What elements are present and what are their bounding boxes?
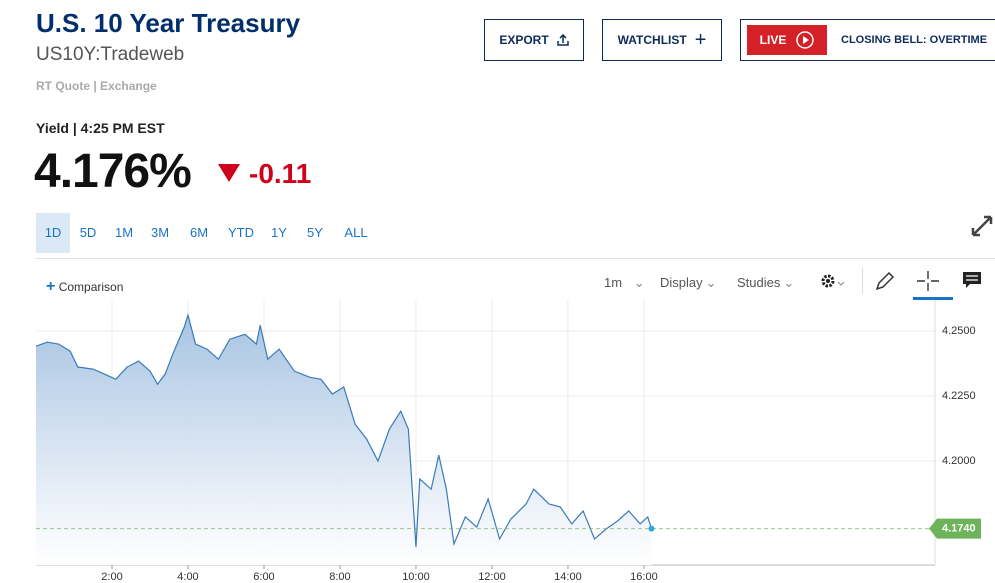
expand-icon[interactable]: [970, 214, 994, 238]
separator: [36, 258, 995, 259]
live-badge: LIVE: [747, 25, 827, 55]
plus-icon: +: [694, 28, 707, 51]
watchlist-button[interactable]: WATCHLIST +: [602, 19, 722, 61]
x-tick-label: 6:00: [253, 571, 274, 583]
range-tab[interactable]: ALL: [344, 225, 368, 240]
export-button[interactable]: EXPORT: [484, 19, 584, 61]
interval-label: 1m: [604, 275, 623, 290]
change: -0.11: [249, 158, 312, 189]
quote-time: Yield | 4:25 PM EST: [36, 120, 165, 136]
display-label: Display: [660, 275, 703, 290]
down-arrow: [218, 164, 240, 182]
live-button[interactable]: LIVE CLOSING BELL: OVERTIME: [740, 19, 995, 61]
x-tick-label: 12:00: [478, 571, 506, 583]
settings-icon[interactable]: [820, 273, 850, 291]
title: U.S. 10 Year Treasury: [36, 8, 301, 38]
draw-icon[interactable]: [874, 270, 896, 292]
display-button[interactable]: Display ⌄: [660, 275, 717, 290]
x-tick-label: 16:00: [630, 571, 658, 583]
y-tick-label: 4.2250: [942, 390, 976, 402]
watchlist-label: WATCHLIST: [617, 33, 687, 47]
toolbar-divider: [862, 268, 863, 294]
last-point: [648, 525, 655, 532]
range-tab[interactable]: 1M: [114, 225, 134, 240]
studies-button[interactable]: Studies ⌄: [737, 275, 795, 290]
range-tab[interactable]: 1D: [36, 213, 70, 253]
price: 4.176%: [34, 145, 192, 198]
live-show: CLOSING BELL: OVERTIME: [841, 34, 988, 46]
comparison-label: Comparison: [58, 280, 124, 294]
comment-icon[interactable]: [962, 271, 982, 289]
export-label: EXPORT: [499, 33, 549, 47]
range-tab[interactable]: 6M: [189, 225, 209, 240]
crosshair-icon[interactable]: [916, 270, 940, 292]
line: [35, 312, 653, 548]
interval-button[interactable]: 1m ⌄: [604, 275, 645, 290]
x-tick-label: 8:00: [329, 571, 350, 583]
y-tick-label: 4.2500: [942, 325, 976, 337]
last-value-tag: [929, 518, 981, 539]
x-tick-label: 10:00: [402, 571, 430, 583]
comparison-button[interactable]: + Comparison: [46, 278, 124, 295]
y-tick-label: 4.2000: [942, 455, 976, 467]
active-tool-underline: [913, 297, 953, 300]
live-label: LIVE: [759, 33, 787, 47]
studies-label: Studies: [737, 275, 781, 290]
play-icon: [796, 31, 815, 49]
export-icon: [556, 34, 569, 46]
source: RT Quote | Exchange: [36, 79, 157, 93]
range-tab[interactable]: 5D: [79, 225, 97, 240]
x-tick-label: 14:00: [554, 571, 582, 583]
range-tab[interactable]: 1Y: [271, 225, 287, 240]
range-tab[interactable]: YTD: [228, 225, 254, 240]
range-tab[interactable]: 3M: [150, 225, 170, 240]
symbol: US10Y:Tradeweb: [36, 44, 185, 65]
x-tick-label: 4:00: [177, 571, 198, 583]
area: [36, 315, 652, 565]
last-value-label: 4.1740: [942, 523, 976, 535]
x-tick-label: 2:00: [101, 571, 122, 583]
range-tab[interactable]: 5Y: [307, 225, 323, 240]
